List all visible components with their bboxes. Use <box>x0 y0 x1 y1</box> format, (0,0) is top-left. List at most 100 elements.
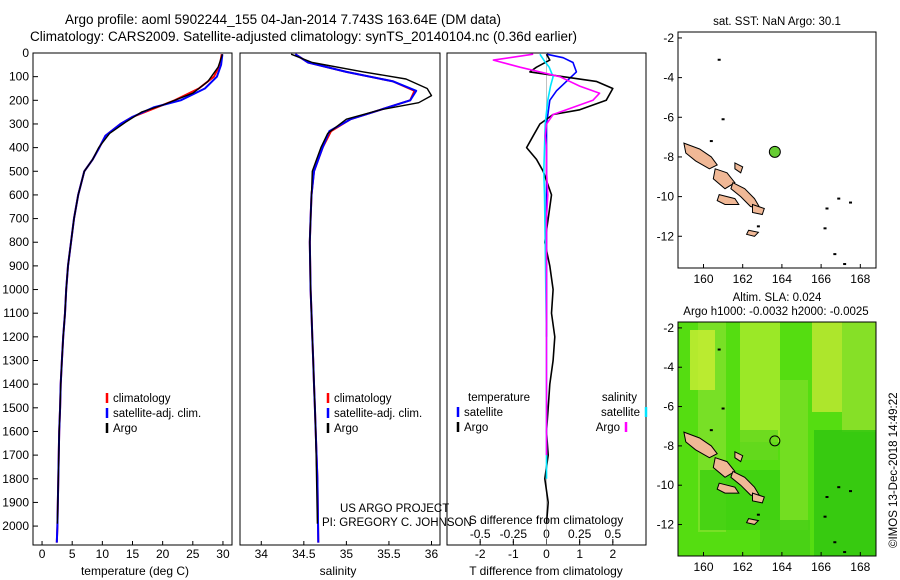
sst-map-title: sat. SST: NaN Argo: 30.1 <box>713 16 841 28</box>
series-climatology <box>55 54 223 543</box>
salinity-tick-label: 34 <box>255 547 269 561</box>
difference-panel: -2 -1 0 1 2-0.5 -0.25 0 0.25 0.5T difference fro… <box>446 52 648 578</box>
sla-patch-6 <box>814 430 876 556</box>
island-3 <box>716 194 740 205</box>
sst-lat-label: -8 <box>663 150 674 164</box>
depth-tick-label: 600 <box>9 188 29 202</box>
tdiff-tick-label: 1 <box>576 547 583 561</box>
islet-1 <box>721 407 725 410</box>
islet-0 <box>717 58 721 61</box>
temperature-tick-label: 30 <box>216 547 230 561</box>
sla-patch-3 <box>812 322 842 412</box>
temperature-tick-label: 15 <box>126 547 140 561</box>
islet-3 <box>823 515 827 518</box>
salinity-tick-label: 34.5 <box>292 547 316 561</box>
sdiff-tick-label: -0.25 <box>500 527 528 541</box>
island-4 <box>752 492 765 504</box>
salinity-tick-label: 35.5 <box>377 547 401 561</box>
sla-patch-4 <box>842 322 876 432</box>
temperature-panel: 0100200300400500600700800900100011001200… <box>2 46 233 578</box>
depth-tick-label: 1900 <box>2 495 29 509</box>
sla-map-subtitle: Argo h1000: -0.0032 h2000: -0.0025 <box>683 306 868 318</box>
sst-lat-label: -4 <box>663 71 674 85</box>
islet-5 <box>837 486 841 489</box>
diff-legend-t-argo-label: Argo <box>464 422 488 434</box>
salinity-xlabel: salinity <box>320 564 357 578</box>
diff-legend-left-title: temperature <box>468 392 530 404</box>
depth-tick-label: 900 <box>9 259 29 273</box>
depth-tick-label: 100 <box>9 70 29 84</box>
tdiff-tick-label: 0 <box>543 547 550 561</box>
islet-4 <box>849 201 853 204</box>
sst-lat-label: -6 <box>663 110 674 124</box>
islet-8 <box>709 140 713 143</box>
depth-tick-label: 1800 <box>2 472 29 486</box>
islet-3 <box>823 227 827 230</box>
depth-tick-label: 500 <box>9 164 29 178</box>
series-t-argo <box>525 53 614 524</box>
series-satellite-adj-clim- <box>55 54 224 543</box>
depth-tick-label: 1700 <box>2 448 29 462</box>
series-s-argo <box>492 53 601 456</box>
sla-patch-1 <box>740 322 780 442</box>
depth-tick-label: 1200 <box>2 330 29 344</box>
islet-7 <box>843 551 847 554</box>
sdiff-tick-label: -0.5 <box>470 527 491 541</box>
salinity-frame <box>239 52 441 546</box>
salinity-panel: 34 34.5 35 35.5 36 salinity climatology satelli… <box>239 52 441 578</box>
sst-lat-label: -12 <box>657 229 675 243</box>
temperature-legend-1-label: satellite-adj. clim. <box>113 408 201 420</box>
sst-lat-label: -10 <box>657 190 675 204</box>
depth-tick-label: 0 <box>22 46 29 60</box>
island-1 <box>712 457 736 478</box>
temperature-xlabel: temperature (deg C) <box>81 564 189 578</box>
temperature-legend-0-label: climatology <box>113 393 171 405</box>
island-3 <box>716 482 740 494</box>
temperature-tick-label: 25 <box>186 547 200 561</box>
islet-5 <box>837 197 841 200</box>
tdiff-tick-label: -1 <box>508 547 519 561</box>
sla-frame <box>677 321 877 557</box>
islet-1 <box>721 118 725 121</box>
series-satellite-adj-clim- <box>294 53 418 543</box>
tdiff-tick-label: -2 <box>475 547 486 561</box>
diff-legend-t-satellite-label: satellite <box>464 407 503 419</box>
depth-tick-label: 2000 <box>2 519 29 533</box>
series-argo <box>290 53 433 524</box>
sla-lat-label: -4 <box>663 360 674 374</box>
island-0 <box>683 142 718 170</box>
sla-lon-label: 168 <box>850 560 870 574</box>
depth-tick-label: 1400 <box>2 377 29 391</box>
temperature-tick-label: 5 <box>69 547 76 561</box>
temperature-tick-label: 0 <box>39 547 46 561</box>
depth-tick-label: 1600 <box>2 424 29 438</box>
depth-tick-label: 700 <box>9 212 29 226</box>
island-6 <box>745 518 760 526</box>
islet-6 <box>833 253 837 256</box>
islet-4 <box>849 490 853 493</box>
imos-stamp: ©IMOS 13-Dec-2018 14:49:22 <box>888 392 900 548</box>
sla_map-panel: 160 162 164 166 168 -2 -4 -6 -8 -10 -12 Altim. SLA:… <box>657 292 877 574</box>
sst_map-panel: 160 162 164 166 168 -2 -4 -6 -8 -10 -12 sat. SST: N… <box>657 16 877 286</box>
sla-map-title: Altim. SLA: 0.024 <box>733 292 822 304</box>
salinity-legend-2-label: Argo <box>334 423 358 435</box>
diff-legend-right-title: salinity <box>602 392 637 404</box>
sla-lon-label: 160 <box>693 560 713 574</box>
temperature-tick-label: 20 <box>156 547 170 561</box>
sst-lon-label: 164 <box>772 272 792 286</box>
argo-location-ring <box>769 435 781 447</box>
temperature-frame <box>32 52 233 546</box>
island-5 <box>734 162 744 174</box>
islet-0 <box>717 348 721 351</box>
sst-lon-label: 168 <box>850 272 870 286</box>
sla-lat-label: -2 <box>663 321 674 335</box>
island-4 <box>752 203 765 216</box>
island-6 <box>745 229 760 237</box>
islet-9 <box>756 513 760 516</box>
depth-tick-label: 400 <box>9 141 29 155</box>
tdiff-xlabel: T difference from climatology <box>469 564 623 578</box>
series-argo <box>56 53 224 524</box>
depth-tick-label: 1300 <box>2 354 29 368</box>
island-0 <box>683 431 718 459</box>
